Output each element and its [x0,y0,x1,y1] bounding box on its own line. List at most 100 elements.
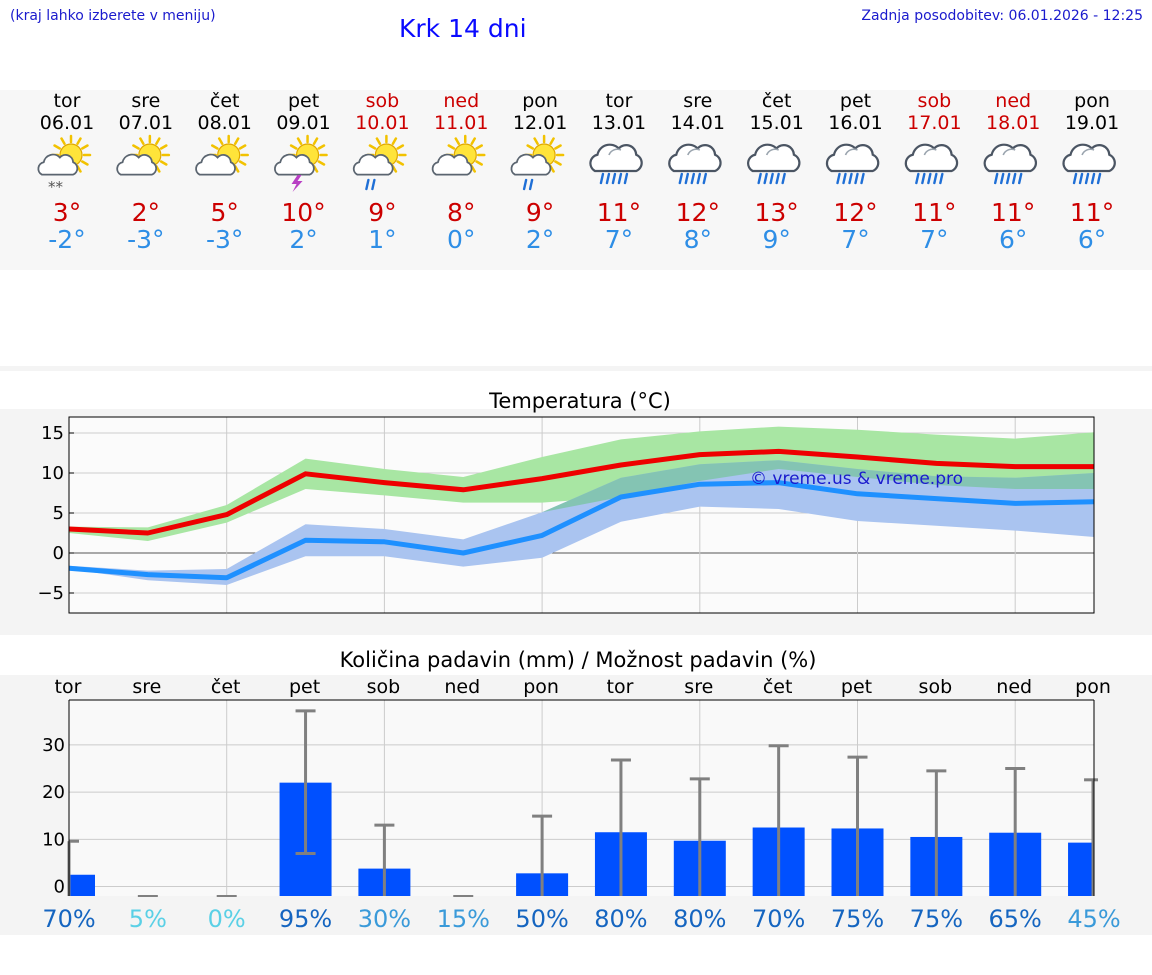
temp-max: 11° [991,198,1035,227]
cloud-shape [983,143,1037,173]
rain-drop [781,172,786,185]
day-name: sob [918,90,952,112]
precip-probability: 80% [673,905,726,933]
day-date: 15.01 [749,112,803,134]
day-date: 18.01 [986,112,1040,134]
sun-ray [447,144,456,150]
sun-ray [317,160,326,166]
rain-drop [1072,172,1078,185]
cloud-highlight [923,148,937,156]
sun-cloud-rain-icon [510,134,565,191]
day-date: 13.01 [592,112,646,134]
sun-cloud-snow-icon: ** [37,134,92,196]
y-tick-label: −5 [37,583,64,604]
rain-drop [915,172,920,185]
precip-probability: 45% [1067,905,1120,933]
temp-max: 8° [447,198,475,227]
cloud-rain-icon [904,143,959,185]
day-name: pet [840,90,871,112]
temp-min: 7° [605,225,633,254]
rain-drop [775,172,780,185]
cloud-shape [116,153,158,176]
precip-day-label: čet [763,676,793,698]
precip-day-label: tor [607,676,634,698]
day-name: čet [762,90,792,112]
rain-drop [1090,172,1096,185]
cloud-shape [1062,143,1116,173]
rain-drop [623,172,629,185]
rain-drop [836,172,841,185]
sun-ray [53,144,61,150]
day-date: 17.01 [907,112,961,134]
sun-ray [549,137,555,145]
section-divider [0,366,1152,371]
sun-cloud-icon [431,134,486,176]
sun-ray [81,160,89,166]
sun-ray [81,144,89,150]
cloud-shape [668,143,722,173]
precip-day-label: sob [919,676,953,698]
precip-probability: 30% [358,905,411,933]
cloud-highlight [687,148,701,156]
sun-ray [159,160,168,166]
day-name: sre [683,90,712,112]
rain-drop [1084,172,1090,185]
sun-ray [159,144,168,150]
page-title: Krk 14 dni [399,14,527,43]
temp-min: 1° [368,225,396,254]
location-menu-hint[interactable]: (kraj lahko izberete v meniju) [10,8,216,24]
temp-min: -3° [127,225,164,254]
temp-max: 12° [833,198,877,227]
rain-drop [1012,172,1017,185]
temp-max: 11° [1070,198,1114,227]
cloud-shape [195,153,236,176]
day-name: tor [54,90,81,112]
sun-ray [238,160,247,166]
temp-min: 8° [684,225,712,254]
precip-probability: 75% [910,905,963,933]
day-name: tor [606,90,633,112]
cloud-rain-icon [668,143,722,185]
sun-ray [533,137,539,145]
rain-drop [757,172,762,185]
precip-day-label: tor [55,676,82,698]
rain-drop [939,172,944,185]
temp-min: 2° [289,225,317,254]
cloud-shape [352,153,394,176]
precip-day-label: pon [1075,676,1111,698]
y-tick-label: 5 [53,503,64,524]
rain-drop [854,172,859,185]
precipitation-title: Količina padavin (mm) / Možnost padavin … [340,648,817,672]
sun-ray [554,160,562,166]
precip-probability: 5% [129,905,167,933]
precip-probability: 50% [515,905,568,933]
precip-probability: 80% [594,905,647,933]
watermark: © vreme.us & vreme.pro [750,469,963,489]
cloud-shape [274,153,315,176]
sun-ray [76,137,82,145]
precip-day-label: pon [523,676,559,698]
sun-ray [217,137,224,145]
precip-day-label: pet [289,676,320,698]
day-date: 06.01 [40,112,94,134]
temp-max: 11° [912,198,956,227]
cloud-highlight [844,148,858,156]
rain-drop [994,172,999,185]
day-name: ned [443,90,479,112]
precip-bar [69,874,95,896]
sun-ray [396,144,405,150]
rain-drop [678,172,683,185]
sun-cloud-icon [195,134,249,176]
rain-drop [684,172,689,185]
temp-min: 6° [999,225,1027,254]
temp-min: -3° [206,225,243,254]
